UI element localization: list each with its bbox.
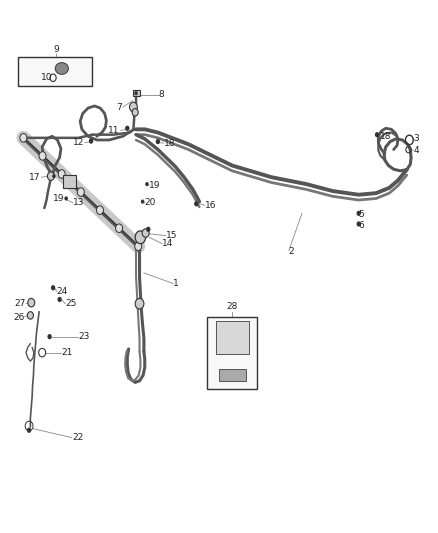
Text: 27: 27	[14, 299, 26, 308]
Circle shape	[52, 174, 56, 178]
Circle shape	[20, 134, 27, 142]
Circle shape	[47, 334, 52, 340]
Circle shape	[357, 221, 361, 227]
Circle shape	[132, 109, 138, 116]
Text: 12: 12	[73, 138, 85, 147]
Circle shape	[27, 312, 33, 319]
Text: 21: 21	[61, 348, 72, 357]
Circle shape	[145, 182, 149, 186]
Bar	[133, 90, 140, 96]
Text: 11: 11	[108, 126, 120, 135]
Circle shape	[39, 152, 46, 160]
Circle shape	[125, 126, 130, 131]
Text: 3: 3	[413, 134, 419, 143]
Text: 5: 5	[359, 210, 364, 219]
Ellipse shape	[55, 62, 68, 74]
Circle shape	[27, 427, 31, 433]
Text: 6: 6	[359, 221, 364, 230]
Text: 15: 15	[166, 231, 177, 240]
Circle shape	[135, 242, 142, 251]
Bar	[18, 56, 92, 86]
Circle shape	[116, 224, 123, 232]
Text: 9: 9	[54, 45, 60, 54]
Text: 1: 1	[173, 279, 179, 288]
Text: 22: 22	[72, 433, 83, 442]
Circle shape	[155, 139, 160, 144]
Text: 10: 10	[41, 73, 53, 82]
Text: 8: 8	[159, 90, 165, 99]
Bar	[219, 368, 246, 381]
Text: 16: 16	[205, 201, 216, 210]
Text: 28: 28	[226, 302, 238, 311]
Text: 7: 7	[117, 102, 122, 111]
Text: 25: 25	[65, 299, 77, 308]
Text: 2: 2	[289, 247, 294, 256]
Circle shape	[194, 201, 198, 206]
Circle shape	[135, 231, 146, 244]
Circle shape	[141, 199, 145, 204]
Circle shape	[78, 188, 84, 196]
Circle shape	[130, 102, 138, 112]
Circle shape	[142, 229, 149, 237]
Bar	[215, 320, 249, 354]
Bar	[207, 317, 258, 389]
Circle shape	[64, 196, 68, 200]
Text: 19: 19	[149, 181, 161, 190]
Text: 19: 19	[53, 194, 64, 203]
Text: 26: 26	[13, 312, 25, 321]
Circle shape	[375, 132, 379, 138]
Text: 20: 20	[145, 198, 156, 207]
Text: 14: 14	[162, 239, 173, 248]
Bar	[63, 175, 76, 188]
Circle shape	[89, 139, 93, 144]
Circle shape	[28, 298, 35, 307]
Text: 17: 17	[29, 173, 41, 182]
Text: 13: 13	[73, 198, 84, 207]
Circle shape	[134, 91, 138, 95]
Circle shape	[58, 169, 65, 178]
Circle shape	[146, 227, 150, 232]
Circle shape	[357, 211, 361, 216]
Text: 18: 18	[163, 139, 175, 148]
Circle shape	[47, 172, 54, 180]
Circle shape	[96, 206, 103, 214]
Text: 18: 18	[380, 132, 391, 141]
Text: 4: 4	[413, 146, 419, 155]
Text: 24: 24	[57, 287, 68, 296]
Circle shape	[57, 297, 62, 302]
Circle shape	[51, 285, 55, 290]
Text: 23: 23	[78, 332, 90, 341]
Circle shape	[135, 298, 144, 309]
